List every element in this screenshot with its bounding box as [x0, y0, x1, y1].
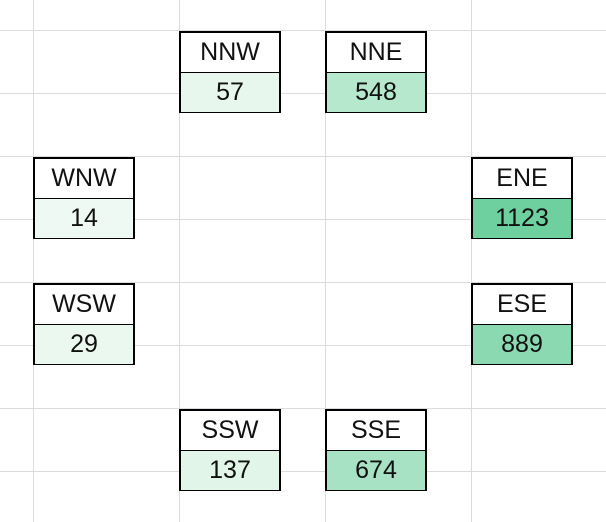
direction-label-nnw[interactable]: NNW [181, 33, 279, 73]
direction-value-ene[interactable]: 1123 [473, 199, 571, 238]
direction-label-ene[interactable]: ENE [473, 159, 571, 199]
direction-label-ssw[interactable]: SSW [181, 411, 279, 451]
direction-value-ssw[interactable]: 137 [181, 451, 279, 490]
direction-card-sse: SSE 674 [325, 409, 427, 491]
direction-value-wnw[interactable]: 14 [35, 199, 133, 238]
direction-card-ene: ENE 1123 [471, 157, 573, 239]
direction-card-nne: NNE 548 [325, 31, 427, 113]
direction-label-ese[interactable]: ESE [473, 285, 571, 325]
direction-value-sse[interactable]: 674 [327, 451, 425, 490]
direction-card-ssw: SSW 137 [179, 409, 281, 491]
direction-value-wsw[interactable]: 29 [35, 325, 133, 364]
direction-value-ese[interactable]: 889 [473, 325, 571, 364]
direction-value-nne[interactable]: 548 [327, 73, 425, 112]
direction-card-nnw: NNW 57 [179, 31, 281, 113]
direction-label-wnw[interactable]: WNW [35, 159, 133, 199]
direction-card-ese: ESE 889 [471, 283, 573, 365]
direction-card-wnw: WNW 14 [33, 157, 135, 239]
direction-card-wsw: WSW 29 [33, 283, 135, 365]
direction-label-wsw[interactable]: WSW [35, 285, 133, 325]
direction-label-sse[interactable]: SSE [327, 411, 425, 451]
direction-label-nne[interactable]: NNE [327, 33, 425, 73]
direction-value-nnw[interactable]: 57 [181, 73, 279, 112]
